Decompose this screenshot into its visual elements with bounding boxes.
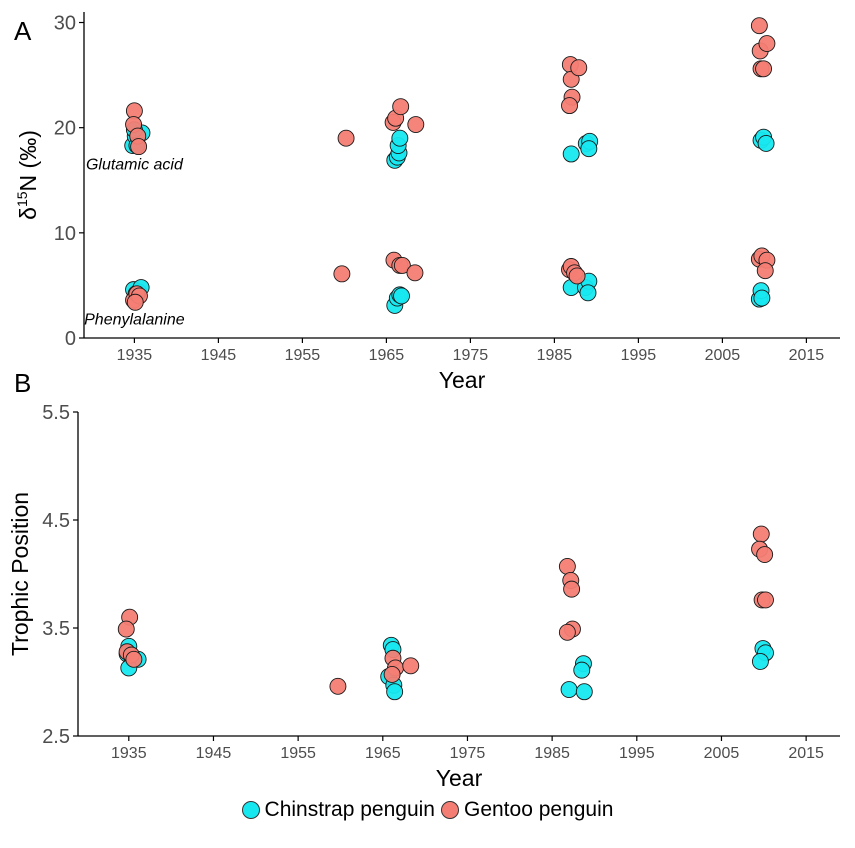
x-tick-label: 1955 <box>285 347 321 364</box>
x-tick-label: 1985 <box>534 745 570 762</box>
y-axis-title-symbol: δ <box>15 207 41 220</box>
data-point-chinstrap <box>580 140 598 158</box>
data-point-gentoo <box>130 138 148 156</box>
x-axis-title: Year <box>436 765 483 791</box>
y-axis-title-superscript: 15 <box>14 191 30 207</box>
y-axis-title: Trophic Position <box>7 492 33 656</box>
data-point-gentoo <box>568 267 586 285</box>
x-tick-label: 1935 <box>111 745 147 762</box>
data-point-chinstrap <box>573 661 591 679</box>
y-tick-label: 2.5 <box>42 726 70 748</box>
data-point-chinstrap <box>575 683 593 701</box>
data-point-chinstrap <box>751 653 769 670</box>
x-tick-label: 1975 <box>453 347 489 364</box>
data-point-gentoo <box>558 623 576 641</box>
data-point-chinstrap <box>560 681 578 699</box>
x-tick-label: 2015 <box>789 347 825 364</box>
x-tick-label: 1955 <box>280 745 316 762</box>
panel-b: 1935 1945 1955 1965 1975 1985 1995 2005 2015 2.5 3… <box>7 368 840 791</box>
data-point-gentoo <box>755 60 773 78</box>
legend-swatch-chinstrap <box>241 801 260 819</box>
data-point-chinstrap <box>757 135 775 152</box>
legend-item-gentoo: Gentoo penguin <box>440 798 614 822</box>
y-tick-label: 20 <box>54 118 76 140</box>
x-tick-label: 1935 <box>117 347 153 364</box>
y-tick-label: 30 <box>54 13 76 35</box>
data-point-gentoo <box>561 97 578 115</box>
x-tick-label: 1965 <box>365 745 401 762</box>
data-point-chinstrap <box>391 129 409 147</box>
data-point-gentoo <box>407 116 425 133</box>
data-point-gentoo <box>126 293 144 311</box>
x-tick-label: 1945 <box>201 347 237 364</box>
x-tick-label: 1995 <box>621 347 657 364</box>
data-point-gentoo <box>570 59 588 77</box>
x-tick-label: 1995 <box>619 745 655 762</box>
data-point-gentoo <box>383 665 401 683</box>
data-point-gentoo <box>757 591 774 609</box>
y-tick-label: 3.5 <box>42 618 70 640</box>
x-tick-label: 1975 <box>450 745 486 762</box>
data-point-gentoo <box>125 650 143 668</box>
data-point-chinstrap <box>579 284 597 302</box>
data-point-gentoo <box>329 677 347 695</box>
y-axis-title: δ15N (‰) <box>14 130 41 220</box>
data-point-gentoo <box>558 557 576 575</box>
legend-item-chinstrap: Chinstrap penguin <box>241 798 435 822</box>
data-point-chinstrap <box>386 683 404 701</box>
legend-swatch-gentoo <box>440 801 459 819</box>
data-point-gentoo <box>756 262 774 280</box>
data-point-gentoo <box>406 264 424 282</box>
y-tick-label: 10 <box>54 223 76 245</box>
data-point-gentoo <box>752 525 770 543</box>
y-tick-label: 5.5 <box>42 402 70 424</box>
data-point-chinstrap <box>393 287 410 305</box>
data-point-gentoo <box>758 35 776 52</box>
x-tick-label: 1945 <box>196 745 232 762</box>
data-point-gentoo <box>402 657 420 675</box>
x-tick-label: 1965 <box>369 347 405 364</box>
x-tick-label: 2005 <box>704 745 740 762</box>
annotation-label: Phenylalanine <box>84 311 185 328</box>
data-point-gentoo <box>333 265 351 283</box>
legend-label-gentoo: Gentoo penguin <box>463 798 614 821</box>
x-axis-title: Year <box>439 367 486 393</box>
y-tick-label: 0 <box>65 328 76 350</box>
legend: Chinstrap penguin Gentoo penguin <box>0 790 855 830</box>
data-point-gentoo <box>750 17 768 35</box>
annotation-label: Glutamic acid <box>86 157 184 174</box>
data-point-gentoo <box>337 129 355 147</box>
panel-a: 1935 1945 1955 1965 1975 1985 1995 2005 20150102… <box>14 12 840 393</box>
data-point-chinstrap <box>753 289 771 307</box>
data-point-gentoo <box>563 580 581 598</box>
legend-label-chinstrap: Chinstrap penguin <box>264 798 435 821</box>
data-point-gentoo <box>756 546 774 564</box>
panel-label: B <box>14 368 31 398</box>
data-point-gentoo <box>393 256 411 274</box>
data-point-chinstrap <box>562 145 580 163</box>
x-tick-label: 2005 <box>705 347 741 364</box>
data-point-gentoo <box>392 98 410 116</box>
y-axis-title-rest: N (‰) <box>15 130 41 191</box>
x-tick-label: 2015 <box>788 745 824 762</box>
panel-label: A <box>14 16 32 46</box>
y-tick-label: 4.5 <box>42 510 70 532</box>
data-point-gentoo <box>117 620 135 638</box>
x-tick-label: 1985 <box>537 347 573 364</box>
